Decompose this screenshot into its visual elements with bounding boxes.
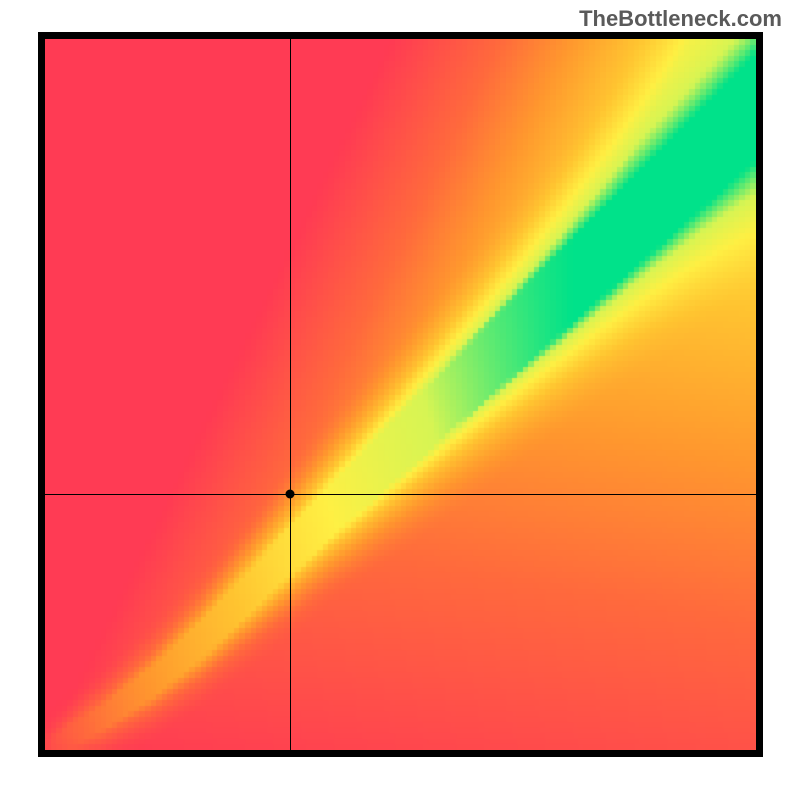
plot-frame [38, 32, 763, 757]
bottleneck-heatmap [45, 39, 756, 750]
watermark-text: TheBottleneck.com [579, 6, 782, 32]
crosshair-vertical [290, 39, 291, 750]
chart-container: TheBottleneck.com [0, 0, 800, 800]
crosshair-marker [286, 490, 295, 499]
crosshair-horizontal [45, 494, 756, 495]
